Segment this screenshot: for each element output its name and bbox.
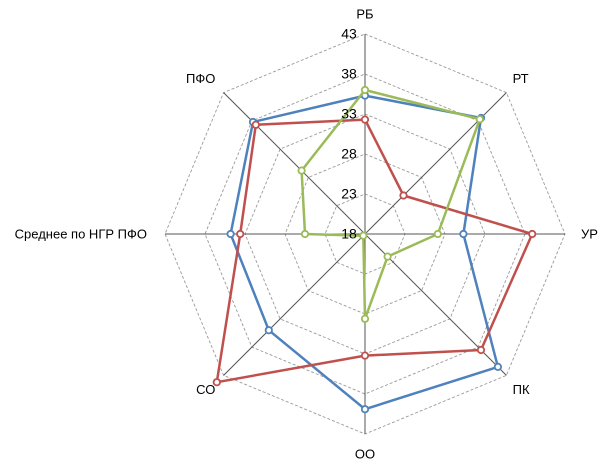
data-point — [300, 229, 310, 239]
category-label-layer: РБ РТ УР ПК ОО СО Среднее по НГР ПФО ПФО — [15, 7, 598, 462]
data-point — [359, 231, 368, 240]
category-label: ОО — [355, 447, 375, 462]
data-point — [360, 351, 370, 360]
axis-spoke — [223, 233, 366, 376]
category-label: РБ — [356, 7, 373, 22]
data-point — [399, 191, 408, 200]
data-point — [476, 345, 486, 355]
data-point — [528, 229, 537, 239]
category-label: ПФО — [186, 71, 215, 86]
radial-tick-label: 18 — [341, 226, 357, 242]
data-point — [433, 229, 442, 239]
data-point — [493, 362, 502, 371]
data-point — [360, 405, 370, 414]
data-point — [251, 120, 260, 129]
data-point — [459, 229, 468, 239]
category-label: СО — [196, 382, 215, 397]
radial-tick-label: 28 — [341, 146, 357, 162]
category-label: УР — [581, 227, 598, 242]
data-point — [226, 229, 235, 239]
series-line — [215, 118, 534, 384]
data-point — [212, 378, 221, 387]
data-point — [360, 314, 370, 323]
category-label: Среднее по НГР ПФО — [15, 227, 147, 242]
category-label: РТ — [513, 71, 529, 86]
radial-tick-label: 43 — [341, 26, 357, 42]
data-point — [475, 115, 484, 124]
data-point — [236, 229, 245, 239]
gridline-ring — [204, 73, 526, 395]
data-point — [360, 115, 370, 124]
tick-label-layer: 18 23 28 33 38 43 — [341, 26, 357, 242]
data-point — [264, 326, 273, 335]
axis-spoke — [223, 92, 366, 235]
radial-tick-label: 38 — [341, 66, 357, 82]
data-point — [360, 85, 370, 95]
data-point — [383, 252, 392, 261]
series-layer — [212, 85, 537, 414]
category-label: ПК — [513, 382, 530, 397]
gridline-ring — [284, 153, 446, 315]
radial-tick-label: 33 — [341, 106, 357, 122]
data-point — [297, 166, 306, 175]
radial-tick-label: 23 — [341, 186, 357, 202]
